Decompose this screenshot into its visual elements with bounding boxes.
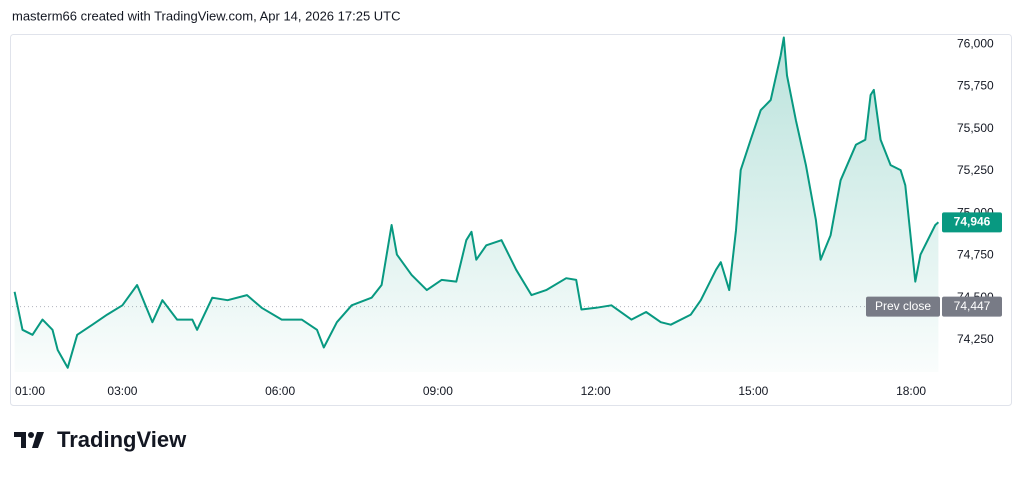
x-tick-label: 12:00 (581, 384, 611, 398)
x-tick-label: 06:00 (265, 384, 295, 398)
y-tick-label: 75,250 (957, 163, 994, 177)
y-tick-label: 75,750 (957, 79, 994, 93)
prev-close-value-tag (942, 296, 1002, 317)
y-tick-label: 76,000 (957, 36, 994, 50)
prev-close-tag (866, 296, 940, 317)
price-line (13, 36, 940, 369)
x-tick-label: 09:00 (423, 384, 453, 398)
brand: TradingView (57, 427, 187, 452)
header: masterm66 created with TradingView.com, … (12, 8, 401, 23)
prev-close-value: 74,447 (954, 299, 991, 313)
prev-close-name: Prev close (875, 299, 931, 313)
y-tick-label: 75,500 (957, 121, 994, 135)
chart-frame (10, 34, 1012, 406)
last-price-value: 74,946 (954, 215, 991, 229)
x-tick-label: 18:00 (896, 384, 926, 398)
x-tick-label: 15:00 (738, 384, 768, 398)
brand-logo (14, 432, 44, 448)
y-tick-label: 74,250 (957, 332, 994, 346)
y-tick-label: 74,750 (957, 248, 994, 262)
x-tick-label: 03:00 (107, 384, 137, 398)
x-tick-label: 01:00 (15, 384, 45, 398)
last-price-tag (942, 212, 1002, 233)
